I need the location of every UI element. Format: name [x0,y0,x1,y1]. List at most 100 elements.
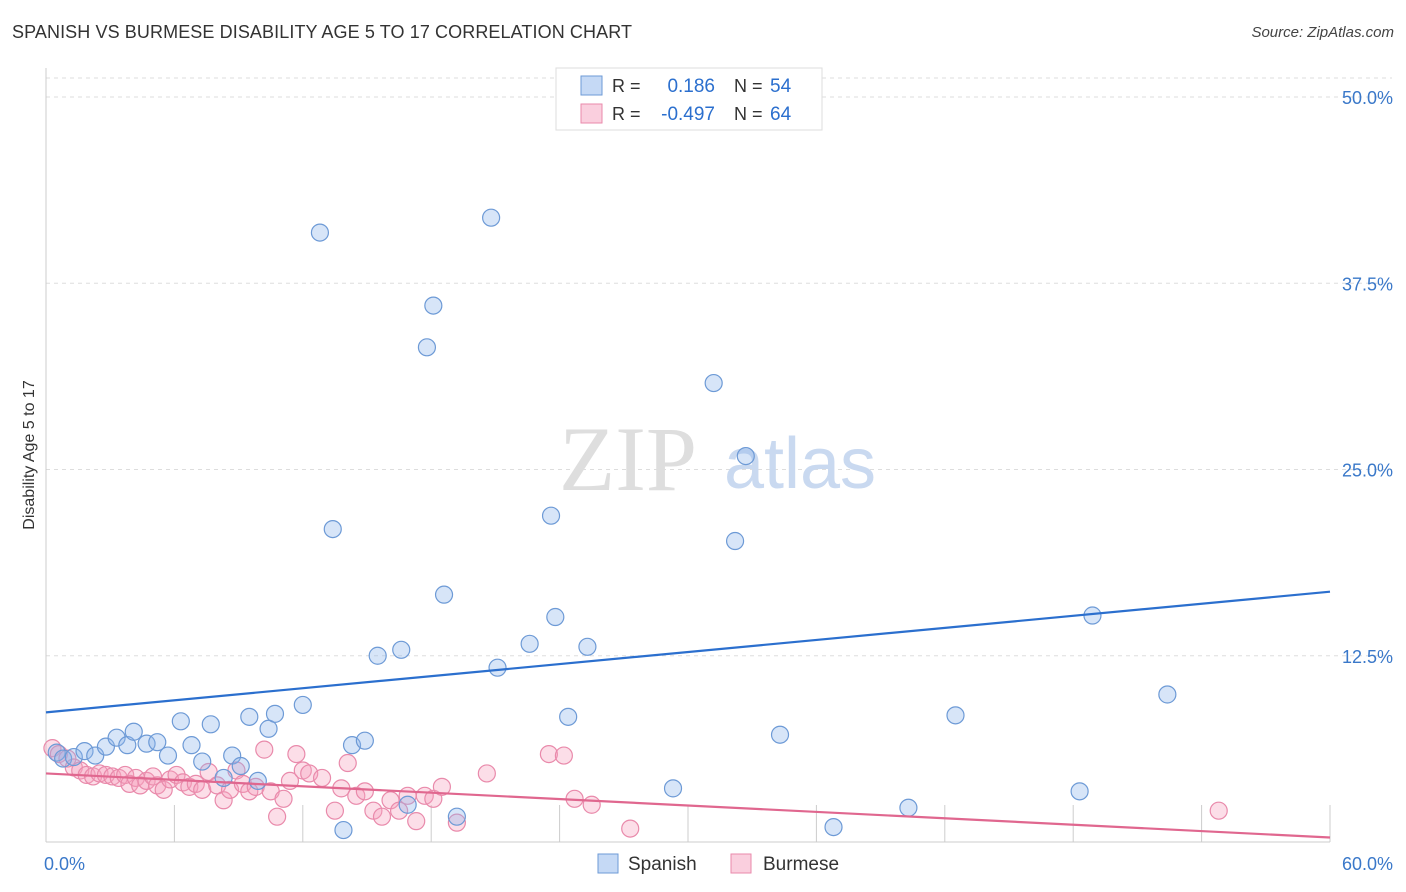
spanish-point [578,637,597,656]
bottom-legend-spanish-swatch [597,853,619,874]
burmese-point [274,789,293,808]
burmese-legend-swatch [580,103,603,124]
source-label: Source: ZipAtlas.com [1251,24,1394,41]
spanish-point [663,779,683,798]
spanish-point [447,807,466,826]
y-axis-label: Disability Age 5 to 17 [21,380,38,530]
burmese-trend-line [45,772,1331,839]
burmese-point [621,819,640,838]
burmese-point [287,744,306,764]
spanish-point [158,746,178,765]
burmese-point [255,740,274,759]
spanish-point [424,296,443,315]
spanish-point [392,640,411,659]
spanish-points [47,208,1177,840]
spanish-point [824,817,843,837]
spanish-n-value: 54 [770,76,792,97]
spanish-point [434,585,454,604]
spanish-point [770,725,790,744]
watermark-zip: ZIP [559,408,697,510]
spanish-r-value: 0.186 [667,76,715,97]
spanish-point [75,742,94,761]
spanish-point [946,706,965,725]
bottom-legend-burmese-swatch [730,853,752,874]
spanish-point [171,712,190,731]
burmese-point [407,812,426,831]
y-tick-label: 12.5% [1342,647,1393,667]
spanish-point [193,752,212,771]
burmese-point [143,767,163,786]
spanish-point [482,208,501,227]
bottom-legend: Spanish Burmese [597,853,839,875]
spanish-point [736,446,755,466]
spanish-point [355,731,374,750]
spanish-point [248,771,267,791]
spanish-point [704,373,723,393]
burmese-point [447,813,466,832]
burmese-point [312,768,332,788]
burmese-point [338,753,357,773]
spanish-point [520,634,539,653]
burmese-point [347,786,366,805]
spanish-r-label: R = [612,76,641,96]
burmese-point [372,807,392,826]
spanish-point [398,795,417,814]
burmese-point [539,744,559,764]
trend-layer [45,590,1331,839]
spanish-point [148,733,167,752]
spanish-point [293,695,312,715]
axis-layer [45,68,1331,843]
y-tick-label: 50.0% [1342,88,1393,108]
x-tick-label-max: 60.0% [1342,854,1393,874]
spanish-point [124,722,143,741]
spanish-point [725,531,745,551]
spanish-point [546,607,565,627]
spanish-point [559,707,578,726]
spanish-point [1070,782,1089,801]
spanish-point [541,506,561,525]
spanish-point [265,704,285,723]
y-tick-label: 37.5% [1342,274,1393,294]
burmese-point [214,791,233,810]
spanish-point [107,728,126,747]
burmese-point [116,765,135,785]
burmese-point [582,795,601,814]
burmese-point [325,801,344,820]
spanish-legend-swatch [580,75,603,96]
spanish-trend-line [45,590,1331,714]
spanish-point [488,658,507,677]
burmese-r-label: R = [612,104,641,124]
burmese-point [355,782,374,801]
spanish-point [323,519,342,539]
stats-legend: R = 0.186 N = 54 R = -0.497 N = 64 [555,67,823,131]
burmese-point [193,780,212,799]
spanish-point [182,736,201,755]
burmese-r-value: -0.497 [661,104,715,125]
chart-title: SPANISH VS BURMESE DISABILITY AGE 5 TO 1… [12,22,633,42]
spanish-point [214,768,233,788]
watermark: ZIP atlas [559,408,876,510]
burmese-point [477,764,496,783]
burmese-point [58,749,77,768]
burmese-point [268,807,287,826]
burmese-point [1209,801,1228,820]
spanish-point [310,223,330,242]
burmese-n-label: N = [734,104,763,124]
spanish-point [64,747,83,767]
tick-label-layer: 12.5% 25.0% 37.5% 50.0% 0.0% 60.0% [44,88,1393,874]
burmese-n-value: 64 [770,104,792,125]
burmese-point [554,746,573,765]
spanish-point [240,707,259,726]
spanish-point [201,715,220,734]
x-tick-label-min: 0.0% [44,854,85,874]
spanish-point [334,820,353,840]
spanish-point [368,646,387,665]
spanish-n-label: N = [734,76,763,96]
grid-layer [46,77,1392,657]
burmese-point [432,777,451,796]
spanish-point [899,798,918,817]
spanish-point [417,338,437,357]
y-tick-label: 25.0% [1342,461,1393,481]
bottom-legend-spanish-label: Spanish [628,854,697,875]
